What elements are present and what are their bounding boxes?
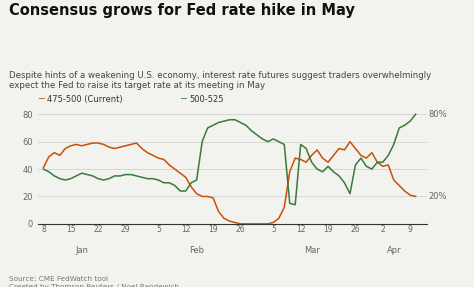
- Text: Feb: Feb: [189, 246, 204, 255]
- Text: Jan: Jan: [75, 246, 88, 255]
- Text: Mar: Mar: [304, 246, 319, 255]
- Text: 475-500 (Current): 475-500 (Current): [47, 94, 123, 104]
- Text: Despite hints of a weakening U.S. economy, interest rate futures suggest traders: Despite hints of a weakening U.S. econom…: [9, 71, 432, 80]
- Text: ─: ─: [180, 94, 186, 104]
- Text: 500-525: 500-525: [190, 94, 224, 104]
- Text: 20%: 20%: [428, 192, 447, 201]
- Text: Consensus grows for Fed rate hike in May: Consensus grows for Fed rate hike in May: [9, 3, 356, 18]
- Text: Source: CME FedWatch tool
Created by Thomson Reuters / Noel Randewich: Source: CME FedWatch tool Created by Tho…: [9, 276, 180, 287]
- Text: ─: ─: [38, 94, 44, 104]
- Text: 80%: 80%: [428, 110, 447, 119]
- Text: Apr: Apr: [386, 246, 401, 255]
- Text: expect the Fed to raise its target rate at its meeting in May: expect the Fed to raise its target rate …: [9, 82, 265, 90]
